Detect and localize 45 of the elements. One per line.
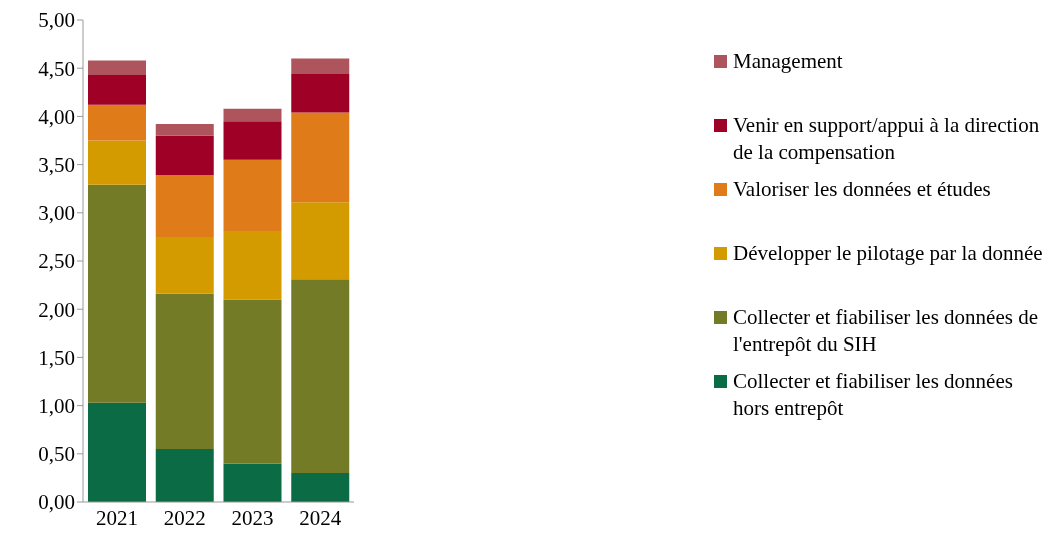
bar	[291, 112, 350, 203]
y-tick-label: 5,00	[38, 8, 75, 33]
bar	[223, 231, 282, 300]
bar	[88, 74, 146, 105]
bar	[88, 402, 146, 502]
bar	[155, 124, 214, 136]
bar	[291, 202, 350, 280]
bar	[223, 108, 282, 122]
y-tick-label: 2,00	[38, 297, 75, 322]
legend-label: Valoriser les données et études	[733, 176, 991, 203]
x-tick-label: 2023	[231, 505, 274, 530]
legend-label: Management	[733, 48, 843, 75]
y-tick-label: 0,00	[38, 490, 75, 515]
y-tick-label: 1,00	[38, 394, 75, 419]
y-tick-label: 2,50	[38, 249, 75, 274]
bar	[291, 473, 350, 502]
y-tick-label: 1,50	[38, 345, 75, 370]
bar	[88, 184, 146, 403]
y-tick-label: 4,00	[38, 104, 75, 129]
bar	[88, 140, 146, 185]
legend-label: Venir en support/appui à la direction de la compensation	[733, 112, 1041, 166]
x-tick-label: 2024	[299, 505, 342, 530]
bar	[155, 448, 214, 502]
bar	[291, 279, 350, 474]
bar	[291, 58, 350, 74]
bar	[223, 299, 282, 464]
bar	[88, 104, 146, 141]
bar	[88, 60, 146, 75]
x-tick-label: 2022	[163, 505, 206, 530]
bar	[155, 236, 214, 294]
y-tick-label: 3,50	[38, 153, 75, 178]
legend-label: Développer le pilotage par la donnée	[733, 240, 1043, 267]
y-tick-label: 4,50	[38, 56, 75, 81]
bar	[223, 159, 282, 232]
bar	[155, 293, 214, 449]
bar	[291, 73, 350, 113]
bar	[155, 135, 214, 176]
y-tick-label: 3,00	[38, 201, 75, 226]
bar	[155, 175, 214, 237]
legend-label: Collecter et fiabiliser les données de l'entrepôt du SIH	[733, 304, 1039, 358]
y-tick-label: 0,50	[38, 442, 75, 467]
x-tick-label: 2021	[95, 505, 138, 530]
legend-label: Collecter et fiabiliser les données hors entrepôt	[733, 368, 1014, 422]
bar	[223, 463, 282, 502]
bar	[223, 121, 282, 160]
